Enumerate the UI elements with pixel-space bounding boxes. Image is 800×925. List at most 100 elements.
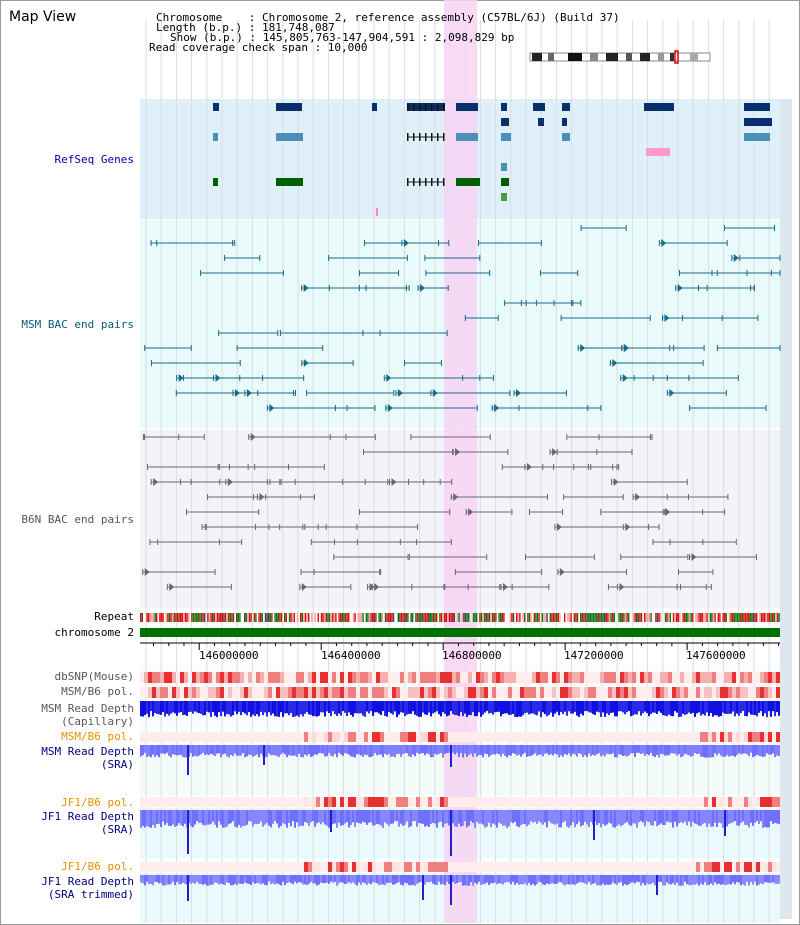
dbsnp-heat [172, 672, 176, 683]
jf1-depth-sra-bar [662, 810, 664, 825]
jf1-b6-pol-2-heat [656, 862, 660, 872]
track-label-refseq[interactable]: RefSeq Genes [54, 153, 134, 166]
track-label-jf1-depth-sra[interactable]: JF1 Read Depth [41, 810, 134, 823]
repeat-mark [647, 613, 649, 622]
track-label-jf1-depth-trimmed[interactable]: JF1 Read Depth [41, 875, 134, 888]
msm-b6-pol-2-heat [376, 732, 380, 742]
jf1-depth-sra-bar [510, 810, 512, 823]
repeat-mark [552, 613, 555, 622]
refseq-gene [456, 178, 480, 186]
msm-b6-pol-2-heat [300, 732, 304, 742]
msm-b6-pol-2-heat [740, 732, 744, 742]
track-label-msm-depth-capillary[interactable]: MSM Read Depth [41, 702, 134, 715]
track-label-jf1-b6-pol-2[interactable]: JF1/B6 pol. [61, 860, 134, 873]
jf1-b6-pol-heat [600, 797, 604, 807]
jf1-depth-sra-bar [302, 810, 304, 826]
msm-depth-capillary-bar [620, 701, 622, 712]
repeat-mark [354, 613, 356, 622]
msm-b6-pol-2-heat [292, 732, 296, 742]
refseq-gene [213, 178, 218, 186]
track-label-msm-b6-pol[interactable]: MSM/B6 pol. [61, 685, 134, 698]
jf1-depth-trim-bar [208, 875, 210, 886]
msm-depth-sra-bar [602, 745, 604, 756]
msm-b6-pol-heat [308, 687, 312, 698]
msm-depth-capillary-bar [512, 701, 514, 714]
msm-depth-capillary-bar [640, 701, 642, 716]
msm-depth-capillary-bar [266, 701, 268, 717]
jf1-depth-sra-bar [146, 810, 148, 826]
jf1-depth-trim-bar [758, 875, 760, 885]
jf1-b6-pol-2-heat [412, 862, 416, 872]
msm-b6-pol-2-heat [332, 732, 336, 742]
jf1-depth-sra-bar [332, 810, 334, 825]
jf1-b6-pol-2-heat [284, 862, 288, 872]
msm-depth-sra-bar [560, 745, 562, 756]
jf1-b6-pol-heat [740, 797, 744, 807]
msm-depth-capillary-bar [234, 701, 236, 712]
msm-depth-capillary-bar [630, 701, 632, 717]
msm-b6-pol-heat [608, 687, 612, 698]
jf1-depth-trim-bar [322, 875, 324, 884]
track-label-msm-depth-sra[interactable]: MSM Read Depth [41, 745, 134, 758]
repeat-mark [156, 613, 158, 622]
track-label-msm-depth-capillary-sub: (Capillary) [61, 715, 134, 728]
repeat-mark [277, 613, 279, 622]
repeat-mark [357, 613, 359, 622]
jf1-b6-pol-heat [408, 797, 412, 807]
msm-depth-capillary-bar [346, 701, 348, 717]
repeat-mark [180, 613, 182, 622]
jf1-depth-sra-bar [716, 810, 718, 827]
repeat-mark [730, 613, 732, 622]
jf1-depth-trim-bar [618, 875, 620, 883]
msm-depth-sra-bar [246, 745, 248, 757]
jf1-depth-sra-bar [362, 810, 364, 822]
track-label-repeat[interactable]: Repeat [94, 610, 134, 623]
jf1-depth-trim-bar [622, 875, 624, 886]
msm-depth-capillary-bar [572, 701, 574, 714]
msm-depth-sra-bar [648, 745, 650, 756]
msm-depth-capillary-bar [152, 701, 154, 717]
track-label-msm-b6-pol-2[interactable]: MSM/B6 pol. [61, 730, 134, 743]
msm-depth-capillary-bar [602, 701, 604, 713]
msm-b6-pol-heat [320, 687, 324, 698]
track-label-jf1-b6-pol[interactable]: JF1/B6 pol. [61, 796, 134, 809]
track-label-dbsnp[interactable]: dbSNP(Mouse) [54, 670, 134, 683]
msm-b6-pol-heat [196, 687, 200, 698]
msm-b6-pol-heat [644, 687, 648, 698]
repeat-mark [549, 613, 551, 622]
repeat-mark [778, 613, 780, 622]
msm-depth-capillary-bar [688, 701, 690, 713]
repeat-mark [418, 613, 420, 622]
msm-depth-sra-bar [580, 745, 582, 755]
jf1-b6-pol-2-heat [300, 862, 304, 872]
msm-b6-pol-2-heat [400, 732, 404, 742]
jf1-depth-sra-bar [740, 810, 742, 823]
msm-depth-sra-bar [710, 745, 712, 758]
track-label-b6n-bac[interactable]: B6N BAC end pairs [21, 513, 134, 526]
msm-depth-sra-bar [454, 745, 456, 755]
msm-depth-sra-bar [628, 745, 630, 756]
jf1-depth-sra-bar [770, 810, 772, 822]
repeat-mark [426, 613, 428, 622]
jf1-b6-pol-heat [364, 797, 368, 807]
msm-depth-capillary-bar [200, 701, 202, 714]
jf1-depth-sra-bar [174, 810, 176, 827]
jf1-depth-trim-bar [428, 875, 430, 883]
track-label-chromosome[interactable]: chromosome 2 [54, 626, 134, 639]
jf1-depth-sra-bar [684, 810, 686, 822]
jf1-depth-trim-bar [350, 875, 352, 884]
msm-depth-capillary-bar [438, 701, 440, 715]
msm-bac-pair-arrow [234, 389, 240, 397]
repeat-mark [492, 613, 494, 622]
track-label-msm-bac[interactable]: MSM BAC end pairs [21, 318, 134, 331]
msm-b6-pol-heat [668, 687, 672, 698]
msm-depth-capillary-bar [492, 701, 494, 715]
jf1-depth-sra-bar [166, 810, 168, 824]
repeat-mark [197, 613, 199, 622]
jf1-depth-trim-bar [318, 875, 320, 885]
msm-depth-capillary-bar [494, 701, 496, 713]
jf1-b6-pol-heat [304, 797, 308, 807]
msm-b6-pol-heat [164, 687, 168, 698]
msm-depth-capillary-bar [284, 701, 286, 714]
